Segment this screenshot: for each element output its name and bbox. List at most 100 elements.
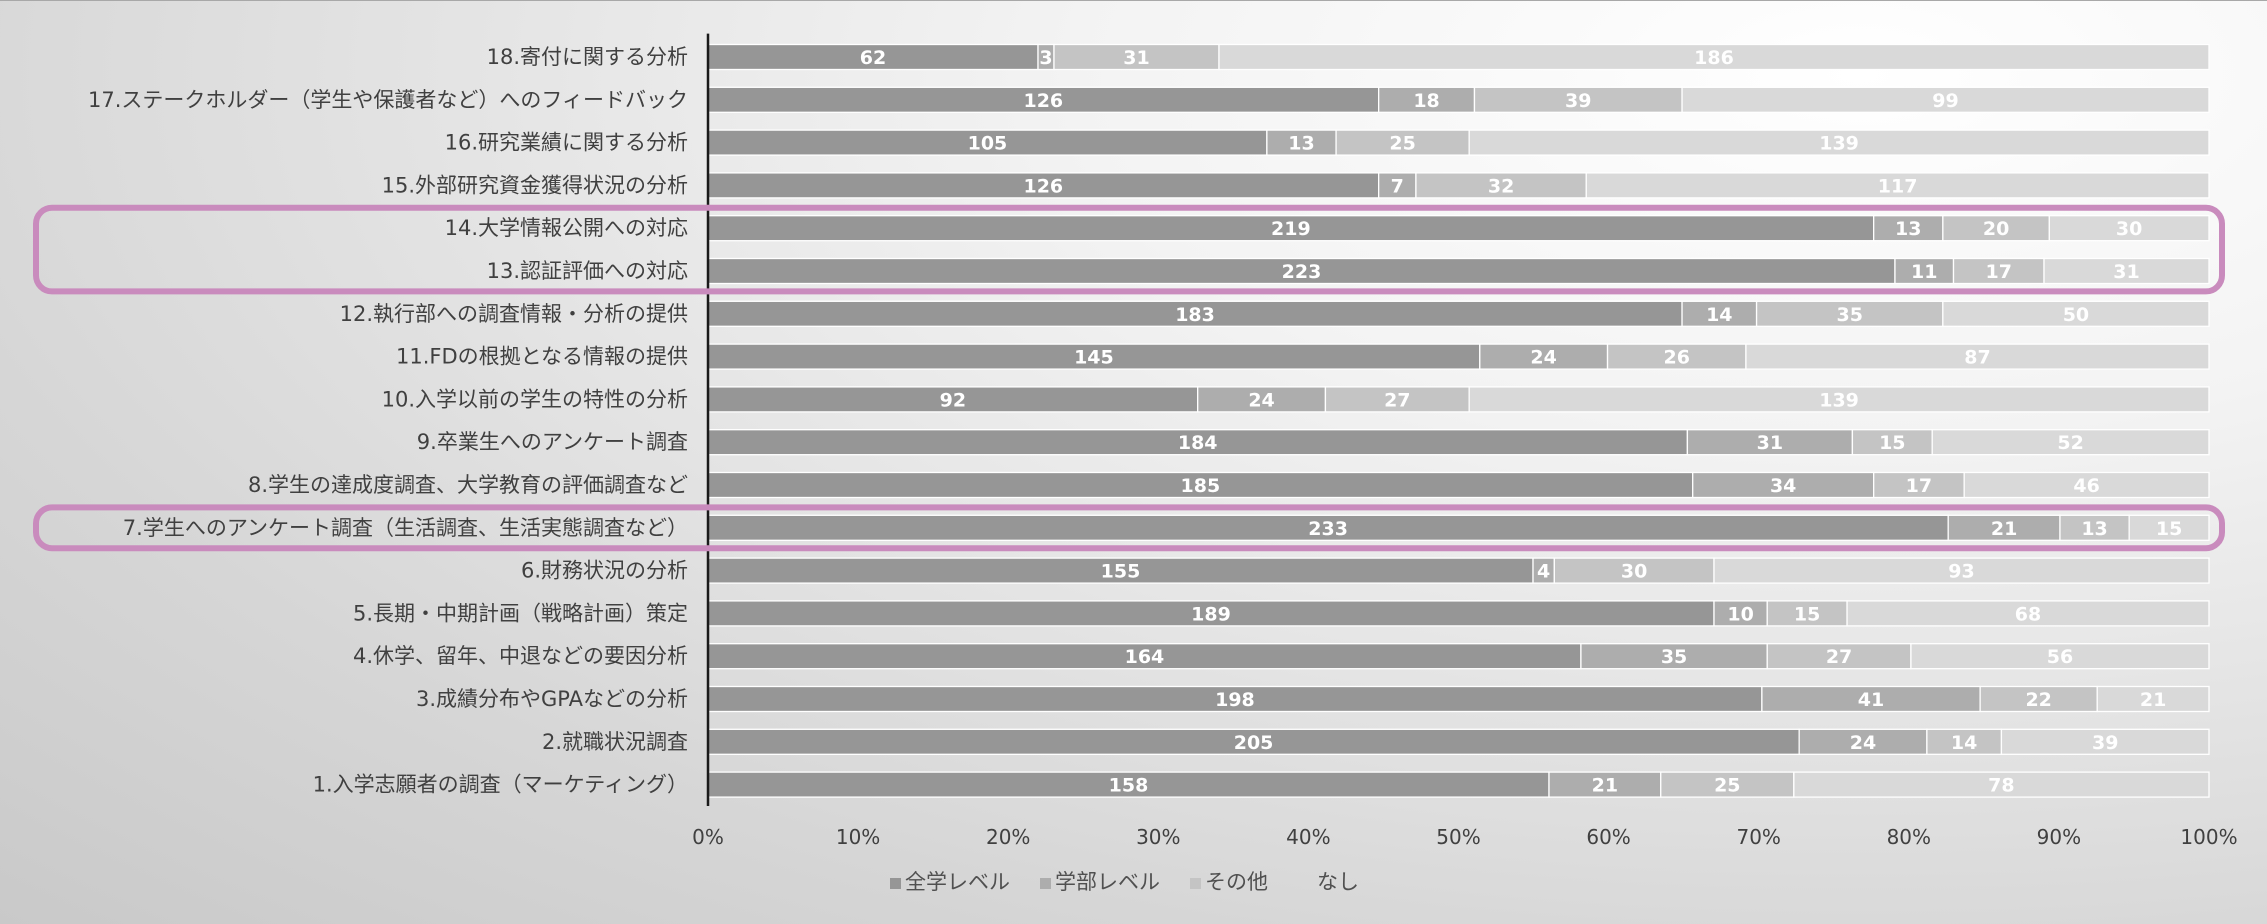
bar-segment: [2059, 514, 2130, 541]
legend-swatch: [1190, 878, 1201, 889]
category-label: 6.財務状況の分析: [521, 559, 688, 583]
legend-swatch: [890, 878, 901, 889]
bar-segment: [707, 514, 1949, 541]
x-tick-label: 50%: [1436, 825, 1480, 849]
bar-segment: [1553, 557, 1715, 584]
data-label: 78: [1988, 775, 2014, 797]
data-label: 35: [1661, 646, 1687, 668]
data-label: 56: [2047, 646, 2073, 668]
data-label: 24: [1850, 732, 1876, 754]
data-label: 117: [1878, 175, 1918, 197]
data-label: 233: [1308, 518, 1348, 540]
bar-segment: [1926, 728, 2003, 755]
data-label: 11: [1911, 261, 1937, 283]
data-label: 13: [1895, 218, 1921, 240]
data-label: 25: [1714, 775, 1740, 797]
x-tick-label: 90%: [2037, 825, 2081, 849]
x-tick-label: 40%: [1286, 825, 1330, 849]
bar-segment: [1894, 257, 1955, 285]
bar-segment: [1713, 600, 1768, 627]
data-label: 13: [2081, 518, 2107, 540]
data-label: 15: [1879, 432, 1905, 454]
data-label: 32: [1488, 175, 1514, 197]
data-label: 126: [1023, 90, 1063, 112]
x-tick-label: 30%: [1136, 825, 1180, 849]
data-label: 164: [1125, 646, 1165, 668]
data-label: 3: [1039, 47, 1052, 69]
x-tick-label: 80%: [1887, 825, 1931, 849]
category-labels-group: 18.寄付に関する分析 17.ステークホルダー（学生や保護者など）へのフィードバッ…: [88, 45, 688, 797]
data-label: 21: [2140, 689, 2166, 711]
bars-group: 62 3 31 186 126 18 39 99 105 13 25 139 126 7 32 117 219 1…: [707, 43, 2210, 798]
data-label: 39: [1565, 90, 1591, 112]
data-label: 126: [1023, 175, 1063, 197]
category-label: 3.成績分布やGPAなどの分析: [416, 687, 688, 711]
data-label: 205: [1234, 732, 1274, 754]
bar-segment: [1548, 771, 1662, 798]
category-label: 11.FDの根拠となる情報の提供: [396, 345, 688, 369]
x-tick-label: 10%: [836, 825, 880, 849]
bar-segment: [1979, 685, 2098, 713]
category-label: 9.卒業生へのアンケート調査: [417, 430, 688, 454]
data-label: 105: [968, 133, 1008, 155]
data-label: 139: [1819, 133, 1859, 155]
category-label: 12.執行部への調査情報・分析の提供: [340, 302, 688, 326]
data-label: 189: [1191, 603, 1231, 625]
bar-segment: [1692, 471, 1875, 499]
bar-segment: [1681, 300, 1758, 327]
legend-label: 全学レベル: [905, 870, 1010, 894]
bar-segment: [1947, 514, 2061, 541]
category-label: 17.ステークホルダー（学生や保護者など）へのフィードバック: [88, 88, 688, 112]
data-label: 14: [1706, 304, 1732, 326]
data-label: 25: [1389, 133, 1415, 155]
bar-segment: [2048, 215, 2210, 242]
data-label: 15: [2156, 518, 2182, 540]
bar-segment: [707, 643, 1582, 670]
bar-segment: [1378, 172, 1417, 199]
highlight-box: [33, 204, 2225, 295]
data-label: 39: [2092, 732, 2118, 754]
category-label: 2.就職状況調査: [542, 730, 688, 754]
category-label: 7.学生へのアンケート調査（生活調査、生活実態調査など）: [123, 516, 688, 540]
data-label: 22: [2025, 689, 2051, 711]
data-label: 41: [1858, 689, 1884, 711]
bar-segment: [1713, 557, 2210, 584]
category-label: 18.寄付に関する分析: [487, 45, 688, 69]
data-label: 87: [1964, 347, 1990, 369]
data-label: 20: [1983, 218, 2009, 240]
data-label: 27: [1826, 646, 1852, 668]
bar-segment: [2043, 257, 2210, 285]
data-label: 52: [2057, 432, 2083, 454]
bar-segment: [1931, 429, 2210, 456]
data-label: 31: [2113, 261, 2139, 283]
x-tick-label: 100%: [2180, 825, 2237, 849]
data-label: 34: [1770, 475, 1796, 497]
bar-segment: [1942, 300, 2210, 327]
data-label: 223: [1282, 261, 1322, 283]
bar-segment: [707, 300, 1683, 327]
x-tick-label: 0%: [692, 825, 724, 849]
data-label: 21: [1991, 518, 2017, 540]
bar-segment: [2128, 514, 2210, 541]
category-label: 13.認証評価への対応: [487, 259, 688, 283]
x-ticks-group: 0% 10% 20% 30% 40% 50% 60% 70% 80% 90% 100%: [692, 825, 2237, 849]
data-label: 186: [1694, 47, 1734, 69]
bar-segment: [1197, 386, 1327, 413]
bar-segment: [1873, 215, 1944, 242]
bar-segment: [1755, 300, 1944, 327]
data-label: 35: [1836, 304, 1862, 326]
data-label: 14: [1951, 732, 1977, 754]
data-label: 18: [1413, 90, 1439, 112]
bar-segment: [1479, 343, 1609, 370]
category-label: 16.研究業績に関する分析: [445, 131, 688, 155]
bar-segment: [707, 86, 1380, 113]
category-label: 5.長期・中期計画（戦略計画）策定: [353, 601, 688, 625]
data-label: 26: [1664, 347, 1690, 369]
x-tick-label: 60%: [1586, 825, 1630, 849]
bar-segment: [1053, 43, 1220, 71]
data-label: 93: [1948, 561, 1974, 583]
bar-segment: [707, 557, 1534, 584]
data-label: 31: [1123, 47, 1149, 69]
